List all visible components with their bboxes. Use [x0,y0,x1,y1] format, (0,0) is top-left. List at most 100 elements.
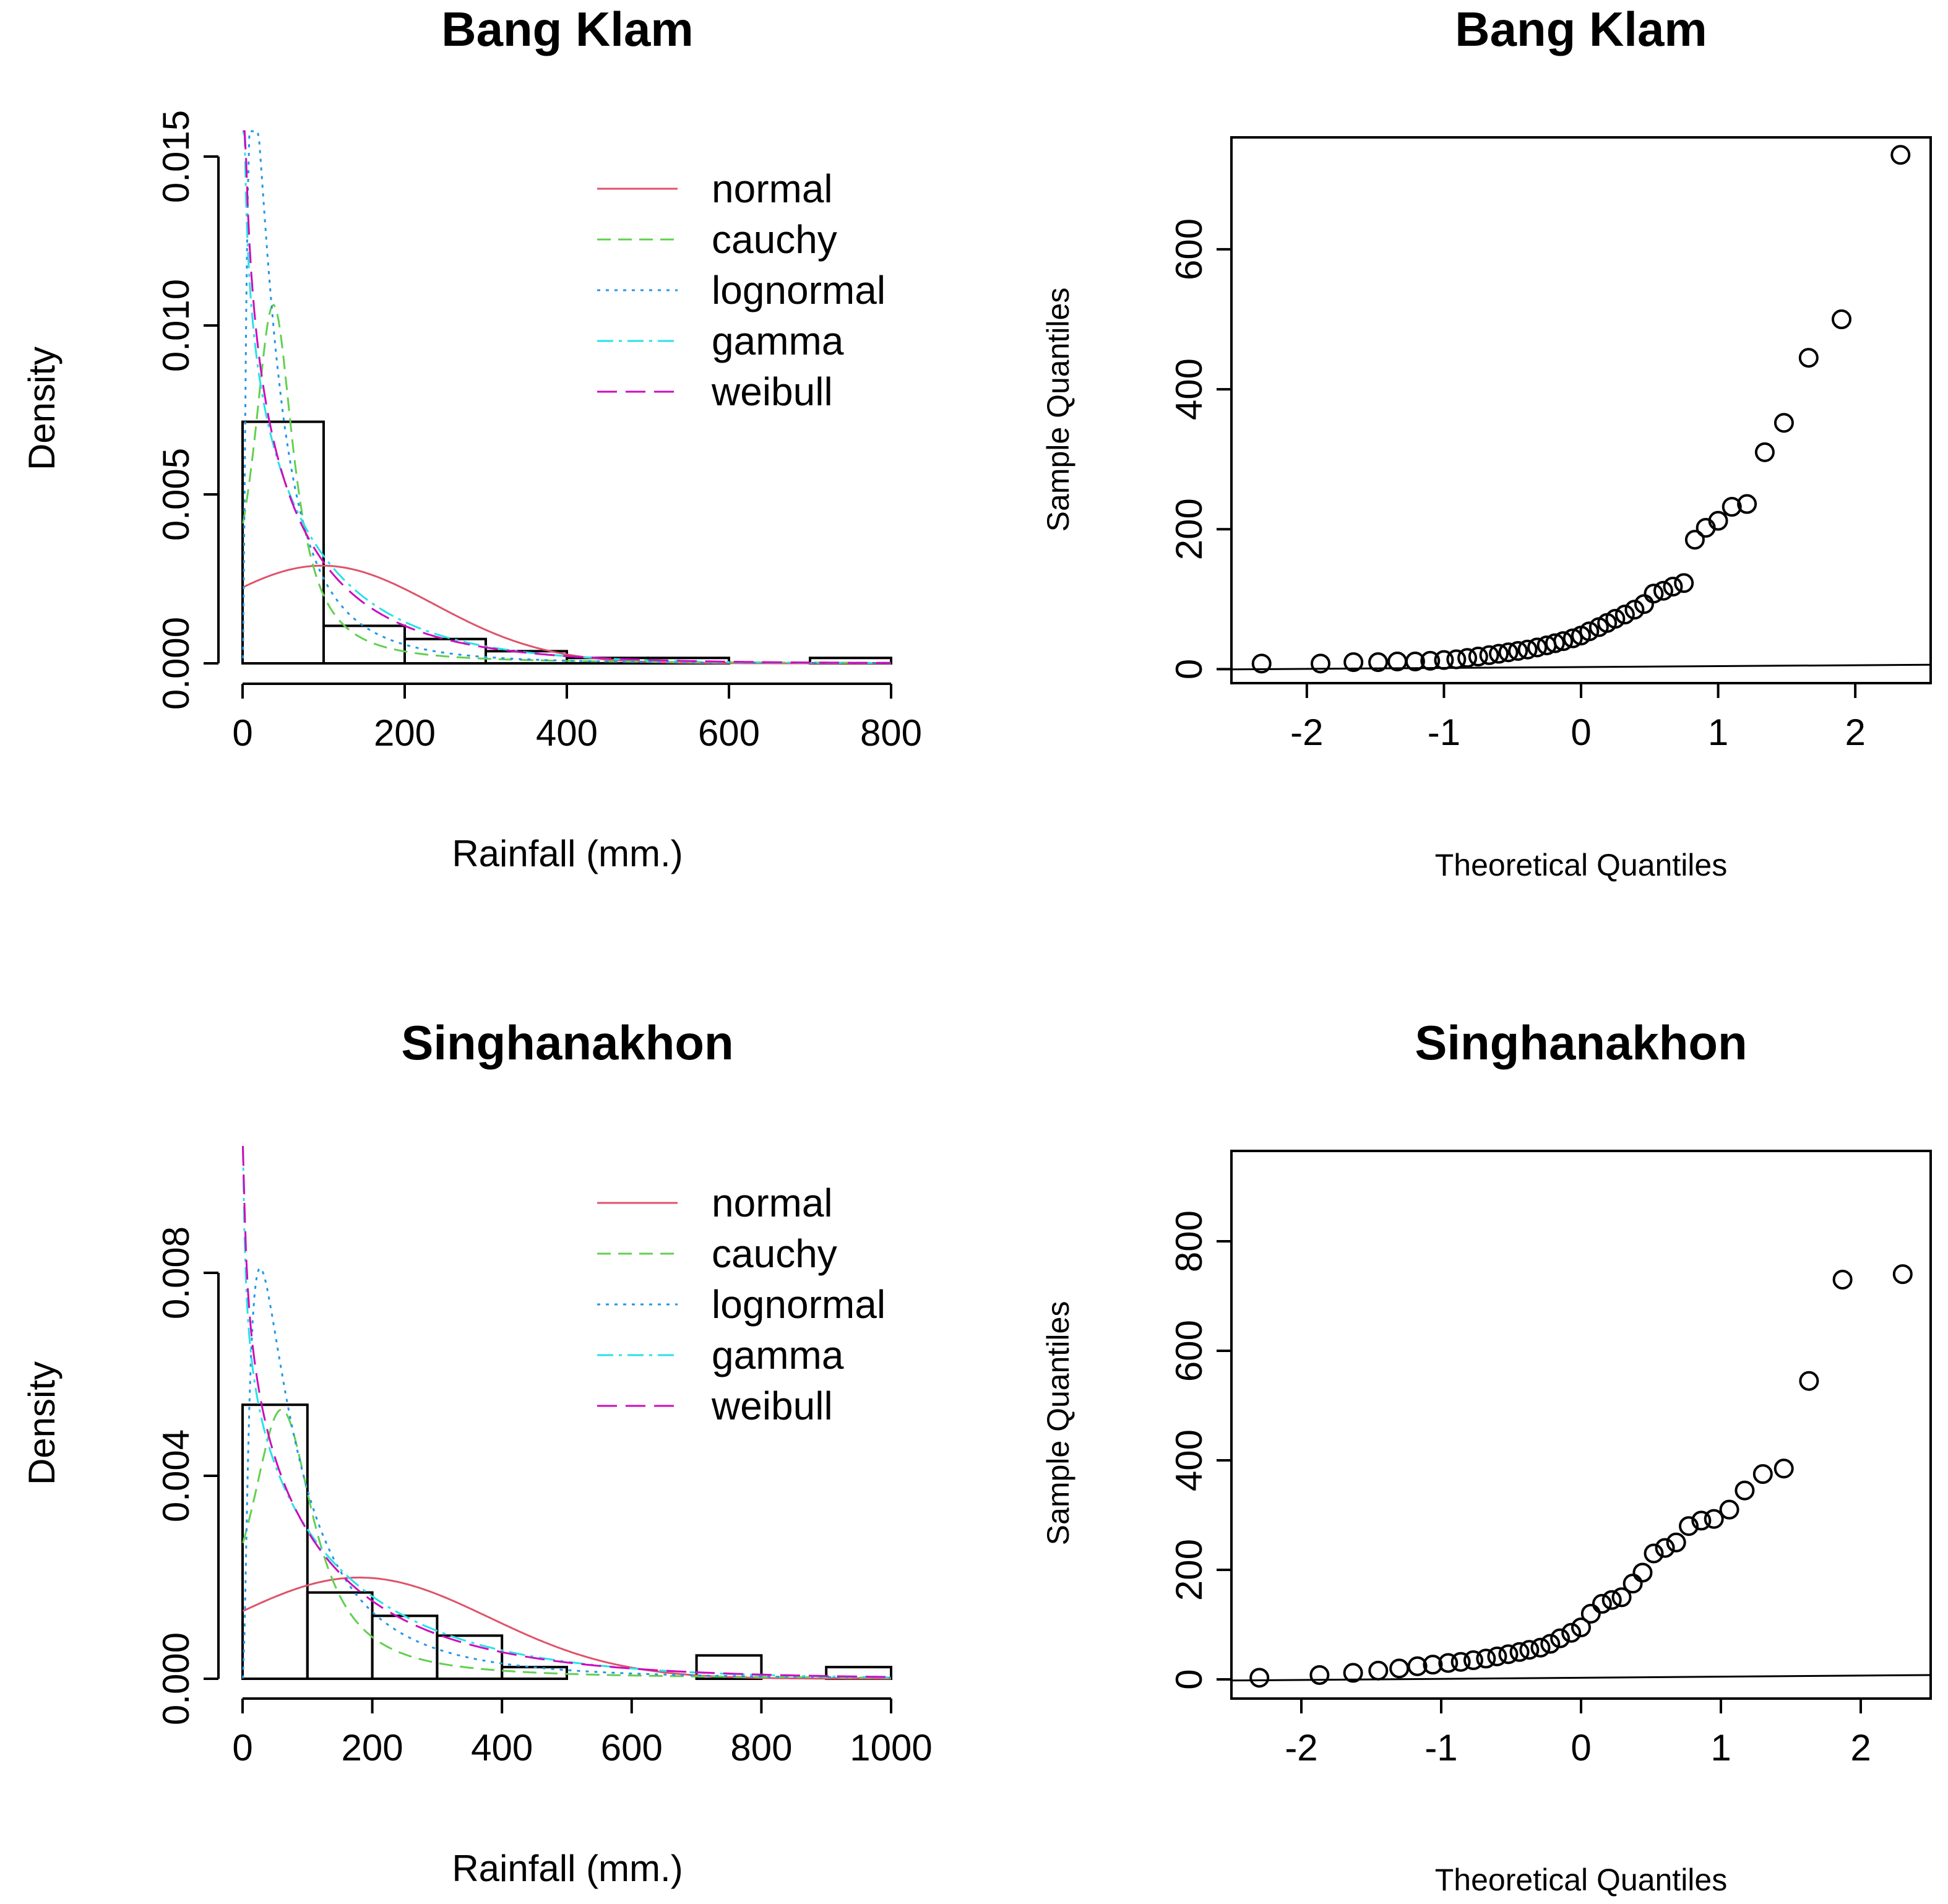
qq-point [1580,1603,1601,1624]
y-tick-label: 400 [1168,1429,1210,1491]
qq-point [1527,637,1548,658]
histogram-bar [241,420,325,665]
y-tick-label: 0.008 [155,1226,197,1319]
qq-point [1476,1648,1496,1669]
y-axis: 0 200 400 600 800 [1168,1210,1233,1690]
qq-point [1798,348,1819,368]
x-tick-label: 400 [536,712,598,754]
x-axis-label: Rainfall (mm.) [452,833,683,874]
qq-point [1561,1622,1582,1643]
reference-line [1231,663,1931,671]
y-tick-label: 0.000 [155,617,197,710]
qq-point [1489,644,1509,664]
x-tick-label: 0 [232,712,252,754]
y-axis-label: Sample Quantiles [1041,288,1075,532]
x-axis: -2 -1 0 1 2 [1285,1697,1871,1768]
qq-point [1644,1543,1664,1564]
x-tick-label: -1 [1428,712,1460,753]
y-tick-label: 200 [1168,1539,1210,1601]
legend-label-gamma: gamma [712,319,844,363]
qq-point [1509,1642,1530,1662]
x-tick-label: 800 [730,1727,792,1768]
qq-point [1691,1510,1712,1531]
singhanakhon-histogram-panel: Singhanakhon Rainfall (mm.) Density 0 200… [21,1015,933,1889]
y-axis-label: Density [21,1361,62,1485]
qq-point [1623,1574,1643,1594]
y-tick-label: 600 [1168,1320,1210,1382]
density-curve-cauchy [242,1408,891,1679]
qq-point [1519,1640,1540,1660]
y-tick-label: 0.015 [155,110,197,203]
qq-point [1831,309,1851,329]
x-tick-label: 0 [232,1727,252,1768]
qq-point [1309,1665,1330,1685]
qq-reference-line [1231,1674,1931,1682]
qq-point [1498,642,1519,663]
legend: normal cauchy lognormal gamma weibull [597,166,886,414]
chart-title: Bang Klam [441,2,693,56]
qq-point [1605,608,1626,629]
x-tick-label: 2 [1850,1727,1871,1768]
plot-box [1230,1150,1932,1700]
legend-label-cauchy: cauchy [712,1231,837,1276]
histogram-bar [695,1654,763,1681]
x-tick-label: 200 [342,1727,403,1768]
singhanakhon-qq-panel: Singhanakhon Theoretical Quantiles Sampl… [1041,1015,1932,1897]
qq-point [1722,497,1742,517]
qq-point [1479,645,1499,665]
qq-point [1614,605,1635,625]
qq-point [1498,1644,1519,1665]
qq-point [1508,640,1528,661]
bang-klam-histogram-panel: Bang Klam Rainfall (mm.) Density 0 200 400… [21,2,922,874]
qq-point [1423,1655,1443,1675]
qq-point [1571,1617,1591,1637]
legend-label-gamma: gamma [712,1333,844,1377]
qq-point [1545,633,1565,653]
qq-point [1737,494,1757,514]
qq-point [1463,1650,1483,1671]
x-axis: 0 200 400 600 800 [232,683,922,754]
density-curve-lognormal [242,1267,891,1679]
y-axis: 0.000 0.005 0.010 0.015 [155,110,220,710]
x-tick-label: 2 [1845,712,1865,753]
x-tick-label: 0 [1571,1727,1591,1768]
qq-point [1592,1593,1612,1614]
y-axis-label: Sample Quantiles [1041,1301,1075,1546]
x-tick-label: 0 [1571,712,1591,753]
qq-point [1704,1509,1724,1529]
qq-point [1719,1499,1739,1520]
y-tick-label: 400 [1168,358,1210,420]
x-axis-label: Theoretical Quantiles [1435,1863,1727,1897]
qq-point [1773,1458,1794,1479]
legend-label-weibull: weibull [711,369,833,414]
y-tick-label: 600 [1168,218,1210,280]
qq-point [1773,413,1794,433]
qq-points [1249,1264,1913,1688]
qq-point [1446,649,1467,670]
qq-point [1708,510,1728,531]
y-tick-label: 800 [1168,1210,1210,1272]
qq-point [1752,1464,1773,1484]
y-tick-label: 0.005 [155,448,197,541]
legend-label-normal: normal [712,166,833,211]
y-tick-label: 0.000 [155,1632,197,1725]
x-tick-label: 1000 [850,1727,932,1768]
qq-point [1663,576,1683,597]
qq-point [1343,652,1364,673]
qq-point [1679,1516,1699,1536]
qq-point [1389,1658,1410,1679]
plot-box [1230,136,1932,684]
qq-point [1832,1269,1853,1290]
density-curve-weibull [243,130,891,664]
qq-reference-line [1231,663,1931,671]
qq-point [1368,652,1389,673]
qq-point [1754,442,1775,462]
x-tick-label: 400 [471,1727,533,1768]
qq-points [1251,145,1911,674]
qq-point [1450,1652,1471,1672]
qq-point [1674,573,1694,593]
x-tick-label: -2 [1285,1727,1317,1768]
qq-point [1684,530,1705,550]
qq-point [1562,628,1583,648]
